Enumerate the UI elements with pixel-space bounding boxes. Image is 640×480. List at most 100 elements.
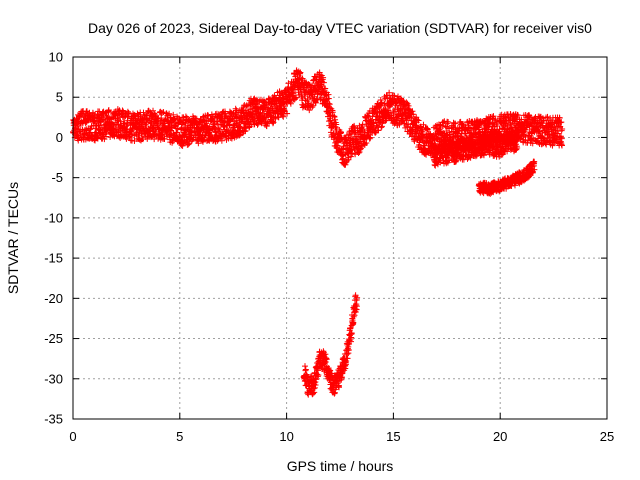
data-point: [95, 122, 102, 129]
data-point: [166, 110, 173, 117]
data-point: [297, 69, 304, 76]
x-tick-label: 20: [493, 429, 507, 444]
y-tick-label: 10: [49, 50, 63, 65]
x-axis-label: GPS time / hours: [287, 458, 394, 474]
data-point: [410, 111, 417, 118]
data-point: [434, 135, 441, 142]
data-point: [494, 123, 501, 130]
data-point: [420, 121, 427, 128]
data-point: [204, 112, 211, 119]
data-point: [355, 149, 362, 156]
data-point: [76, 128, 83, 135]
data-point: [480, 152, 487, 159]
y-tick-label: -5: [51, 170, 63, 185]
data-point: [367, 117, 374, 124]
data-point: [329, 109, 336, 116]
data-point: [312, 99, 319, 106]
y-tick-label: -20: [44, 291, 63, 306]
data-point: [409, 108, 416, 115]
data-point: [518, 116, 525, 123]
data-point: [290, 90, 297, 97]
data-point: [243, 125, 250, 132]
data-point: [496, 128, 503, 135]
data-point: [159, 109, 166, 116]
series-secondary-arc: [430, 127, 521, 169]
data-point: [105, 107, 112, 114]
data-point: [391, 92, 398, 99]
data-point: [415, 117, 422, 124]
data-point: [170, 111, 177, 118]
data-point: [549, 142, 556, 149]
data-point: [281, 103, 288, 110]
data-point: [556, 114, 563, 121]
data-point: [406, 114, 413, 121]
data-point: [378, 99, 385, 106]
data-point: [363, 140, 370, 147]
data-point: [320, 79, 327, 86]
data-point: [293, 94, 300, 101]
data-point: [467, 130, 474, 137]
data-point: [465, 124, 472, 131]
data-point: [332, 116, 339, 123]
y-tick-label: -15: [44, 251, 63, 266]
y-tick-label: -30: [44, 371, 63, 386]
data-point: [342, 161, 349, 168]
y-tick-label: -10: [44, 210, 63, 225]
data-point: [378, 124, 385, 131]
data-point: [333, 121, 340, 128]
data-point: [205, 112, 212, 119]
data-point: [424, 126, 431, 133]
data-point: [445, 118, 452, 125]
data-point: [152, 111, 159, 118]
data-point: [285, 80, 292, 87]
data-point: [119, 107, 126, 114]
data-point: [305, 80, 312, 87]
data-point: [284, 110, 291, 117]
data-point: [527, 121, 534, 128]
data-point: [180, 140, 187, 147]
data-point: [140, 109, 147, 116]
x-tick-label: 10: [279, 429, 293, 444]
y-axis-label: SDTVAR / TECUs: [5, 182, 21, 294]
data-point: [440, 129, 447, 136]
data-point: [558, 135, 565, 142]
chart-title: Day 026 of 2023, Sidereal Day-to-day VTE…: [88, 20, 592, 36]
data-point: [306, 107, 313, 114]
x-tick-label: 5: [176, 429, 183, 444]
data-point: [441, 118, 448, 125]
data-point: [405, 121, 412, 128]
data-point: [366, 135, 373, 142]
data-point: [367, 134, 374, 141]
data-point: [525, 132, 532, 139]
data-point: [348, 131, 355, 138]
data-point: [340, 155, 347, 162]
data-point: [242, 127, 249, 134]
data-point: [514, 112, 521, 119]
data-point: [452, 120, 459, 127]
data-point: [337, 129, 344, 136]
data-point: [280, 113, 287, 120]
data-series: [70, 67, 566, 398]
y-tick-label: -25: [44, 331, 63, 346]
series-main-band: [70, 67, 566, 168]
data-point: [331, 113, 338, 120]
data-point: [558, 119, 565, 126]
data-point: [414, 116, 421, 123]
data-point: [375, 127, 382, 134]
data-point: [360, 127, 367, 134]
data-point: [269, 105, 276, 112]
data-point: [220, 119, 227, 126]
data-point: [481, 132, 488, 139]
data-point: [386, 89, 393, 96]
data-point: [299, 75, 306, 82]
x-tick-label: 25: [600, 429, 614, 444]
data-point: [322, 85, 329, 92]
data-point: [164, 111, 171, 118]
data-point: [254, 121, 261, 128]
x-tick-label: 0: [69, 429, 76, 444]
data-point: [485, 123, 492, 130]
data-point: [460, 156, 467, 163]
data-point: [185, 141, 192, 148]
y-tick-label: 0: [56, 130, 63, 145]
